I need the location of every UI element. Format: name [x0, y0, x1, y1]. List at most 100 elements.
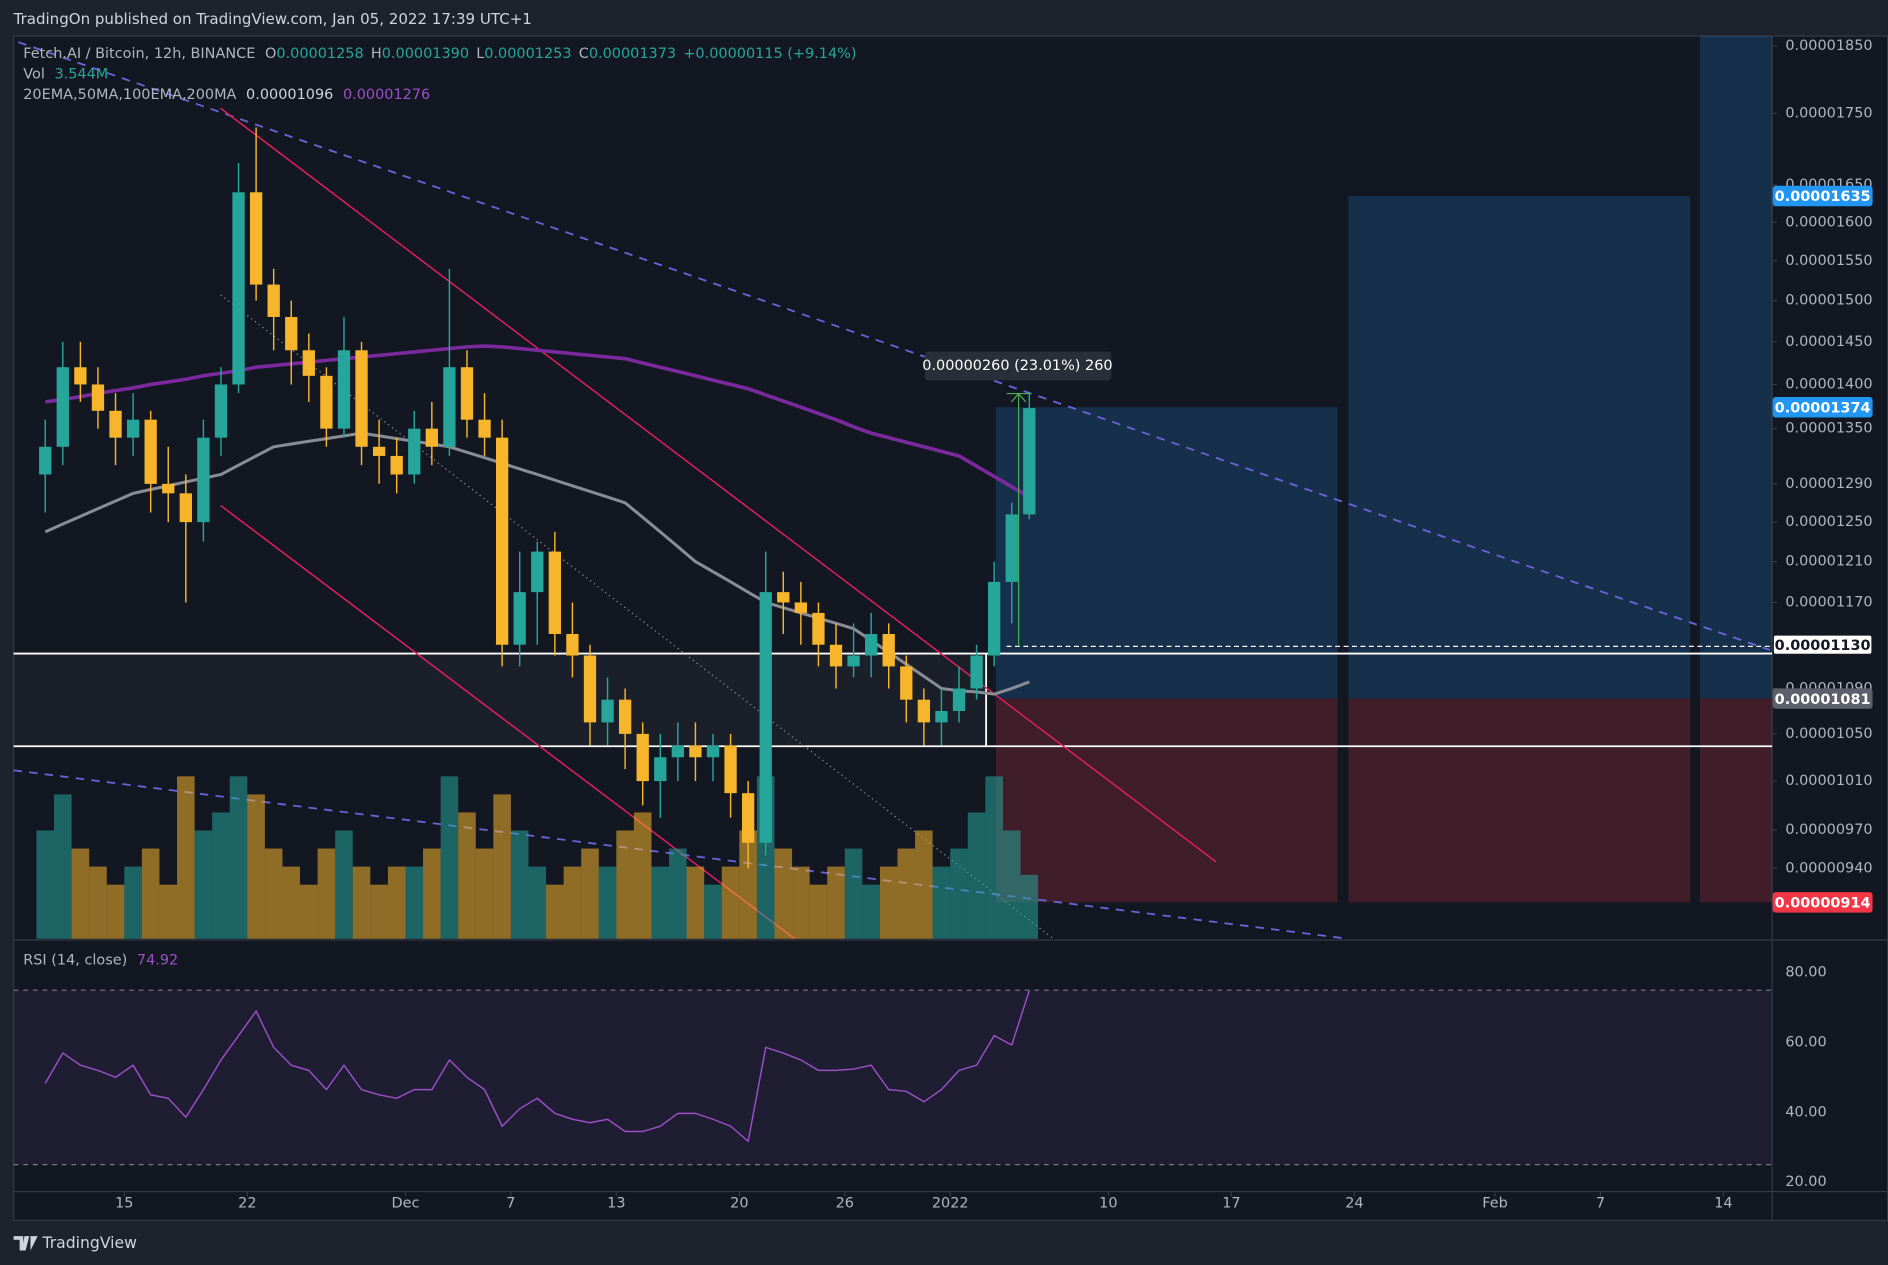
y-tick-label: 0.00001550 — [1785, 253, 1872, 269]
volume-bar — [686, 866, 705, 939]
x-tick-label: 17 — [1222, 1196, 1240, 1212]
volume-bar — [950, 848, 968, 939]
dotted-line — [220, 294, 1054, 940]
candle-body — [741, 793, 755, 843]
x-tick-label: 22 — [238, 1196, 256, 1212]
candle-body — [390, 455, 403, 475]
volume-bar — [616, 830, 634, 939]
candle-body — [179, 493, 192, 523]
volume-bar — [317, 848, 336, 939]
volume-bar — [915, 830, 933, 939]
volume-bar — [352, 866, 371, 939]
volume-bar — [370, 884, 388, 939]
measure-box — [924, 351, 1112, 381]
volume-bar — [563, 866, 582, 939]
candle-body — [566, 634, 579, 656]
measure-tool: 0.00000260 (23.01%) 260 — [922, 351, 1773, 647]
ohlc-key: O — [265, 46, 276, 62]
x-tick-label: 20 — [730, 1196, 748, 1212]
price-badge-label: 0.00001081 — [1775, 692, 1871, 708]
ma-label: 20EMA,50MA,100EMA,200MA — [23, 87, 236, 103]
volume-bar — [212, 812, 230, 939]
candle-body — [355, 350, 368, 447]
price-badge-label: 0.00001130 — [1775, 638, 1871, 654]
candle-body — [864, 634, 878, 656]
volume-bar — [985, 776, 1003, 939]
candle-body — [706, 745, 720, 758]
y-tick-label: 0.00001350 — [1785, 421, 1872, 437]
x-tick-label: 13 — [607, 1196, 625, 1212]
candle-body — [320, 375, 333, 429]
candle-body — [812, 612, 825, 645]
volume-bar — [106, 884, 125, 939]
volume-bar — [71, 848, 90, 939]
stop-zone — [1699, 698, 1773, 903]
volume-bar — [335, 830, 353, 939]
y-tick-label: 0.00001450 — [1785, 334, 1872, 350]
candle-body — [337, 350, 351, 429]
y-tick-label: 0.00000970 — [1785, 822, 1872, 838]
volume-bar — [774, 848, 793, 939]
volume-bar — [54, 794, 72, 939]
volume-bar — [704, 884, 722, 939]
candle-body — [162, 483, 175, 494]
volume-bar — [247, 794, 265, 939]
volume-bar — [405, 866, 424, 939]
y-tick-label: 0.00001170 — [1785, 594, 1872, 610]
measure-arrowhead — [1010, 392, 1027, 403]
volume-bar — [141, 848, 160, 939]
volume-bar — [387, 866, 406, 939]
ohlc-key: C — [579, 46, 589, 62]
volume-bar — [1020, 874, 1039, 939]
candle-body — [917, 699, 931, 723]
x-tick-label: Dec — [392, 1196, 420, 1212]
volume-bar — [194, 830, 213, 939]
y-tick-label: 0.00001600 — [1785, 214, 1872, 230]
candle-body — [759, 592, 772, 843]
candle-body — [372, 446, 386, 456]
rsi-tick-label: 20.00 — [1785, 1174, 1826, 1190]
trend-line — [18, 41, 1770, 651]
candle-body — [531, 551, 544, 593]
target-zone — [995, 407, 1338, 699]
candle-body — [988, 581, 1001, 656]
candle-body — [847, 655, 860, 667]
candle-body — [56, 367, 69, 447]
volume-bar — [458, 812, 476, 939]
x-tick-label: 2022 — [932, 1196, 969, 1212]
volume-bar — [739, 830, 757, 939]
candle-body — [1005, 514, 1018, 582]
ohlc-legend: Fetch.AI / Bitcoin, 12h, BINANCE O 0.00001… — [23, 46, 856, 62]
candle-body — [495, 437, 509, 645]
volume-bar — [528, 866, 547, 939]
volume-bar — [282, 866, 301, 939]
volume-bar — [546, 884, 564, 939]
y-tick-label: 0.00001050 — [1785, 726, 1872, 742]
candle-body — [214, 384, 228, 438]
chart-panel — [13, 35, 1888, 1222]
candle-body — [601, 699, 614, 723]
ohlc-value: 0.00001373 — [589, 46, 676, 62]
candle-body — [460, 367, 474, 420]
candle-body — [829, 644, 843, 667]
stop-zone — [995, 698, 1338, 903]
volume-bar — [89, 866, 107, 939]
ma-value: 0.00001096 — [246, 87, 333, 103]
price-badge-label: 0.00001635 — [1775, 189, 1871, 205]
candle-body — [443, 367, 456, 447]
candle-body — [900, 666, 913, 700]
candle-body — [478, 419, 491, 438]
rsi-tick-label: 40.00 — [1785, 1104, 1826, 1120]
volume-bar — [177, 776, 195, 939]
symbol: Fetch.AI / Bitcoin, 12h, BINANCE — [23, 46, 255, 62]
ohlc-value: 0.00001390 — [382, 46, 469, 62]
x-tick-label: 10 — [1099, 1196, 1117, 1212]
candle-body — [267, 284, 280, 317]
price-badge — [1772, 634, 1873, 655]
volume-bar — [510, 830, 529, 939]
y-tick-label: 0.00001750 — [1785, 105, 1872, 121]
volume-bar — [827, 866, 845, 939]
price-badge-label: 0.00000914 — [1775, 896, 1871, 912]
candle-body — [777, 592, 790, 603]
